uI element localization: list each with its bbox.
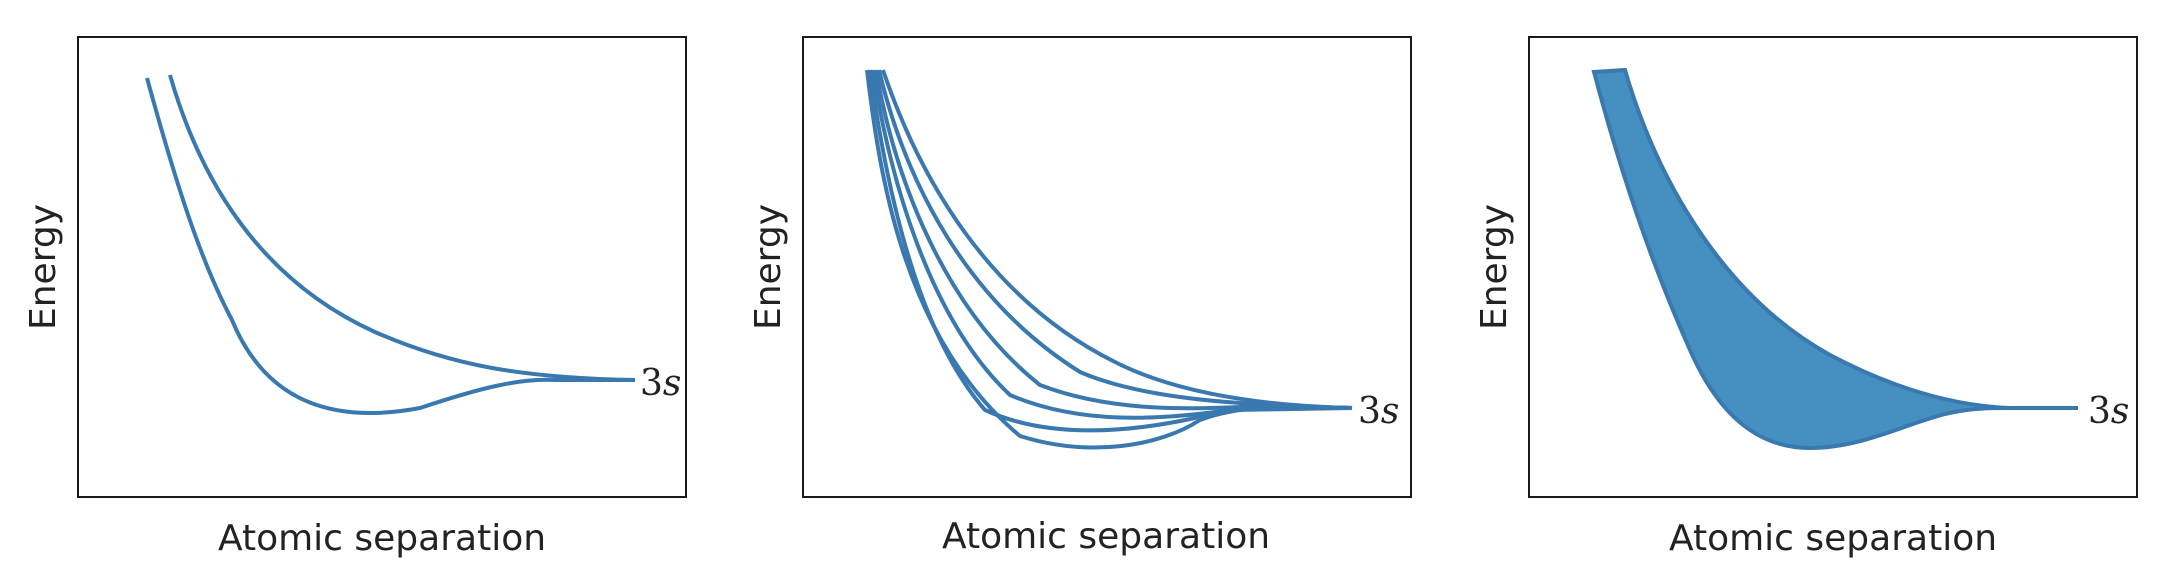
panel-1-frame: [77, 36, 687, 498]
panel-2-curve-5: [868, 69, 1353, 433]
panel-3-band: [1591, 67, 2078, 451]
panel-2-curve-6: [865, 69, 1353, 450]
panel-3-y-axis-label: Energy: [1474, 204, 1515, 330]
panel-2-x-axis-label: Atomic separation: [942, 516, 1270, 557]
panel-many-levels: 3s Atomic separation Energy: [748, 36, 1412, 557]
panel-2-curve-3: [874, 69, 1353, 411]
panel-2-curve-2: [877, 69, 1353, 410]
panel-3-level-label: 3s: [2088, 391, 2129, 432]
panel-2-level-label: 3s: [1358, 391, 1399, 432]
panel-2-y-axis-label: Energy: [748, 204, 789, 330]
panel-1-lower-curve: [145, 77, 635, 416]
panel-1-x-axis-label: Atomic separation: [218, 518, 546, 559]
panel-2-curve-1: [881, 69, 1353, 410]
panel-2-curve-4: [871, 69, 1353, 420]
panel-3-frame: [1528, 36, 2138, 498]
panel-two-levels: 3s Atomic separation Energy: [23, 36, 687, 559]
panel-1-level-label: 3s: [640, 363, 681, 404]
panel-2-frame: [802, 36, 1412, 498]
panel-1-upper-curve: [168, 74, 636, 382]
panel-3-x-axis-label: Atomic separation: [1669, 518, 1997, 559]
panel-energy-band: 3s Atomic separation Energy: [1474, 36, 2138, 559]
panel-1-y-axis-label: Energy: [23, 204, 64, 330]
